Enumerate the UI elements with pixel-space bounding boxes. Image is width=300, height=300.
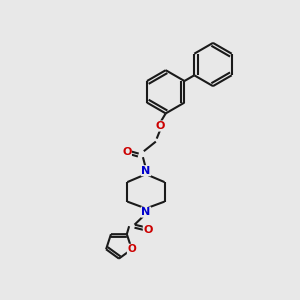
Text: O: O: [122, 147, 131, 157]
Text: O: O: [143, 225, 153, 235]
Text: O: O: [156, 121, 165, 131]
Text: O: O: [128, 244, 136, 254]
Text: N: N: [141, 166, 151, 176]
Text: N: N: [141, 207, 151, 217]
